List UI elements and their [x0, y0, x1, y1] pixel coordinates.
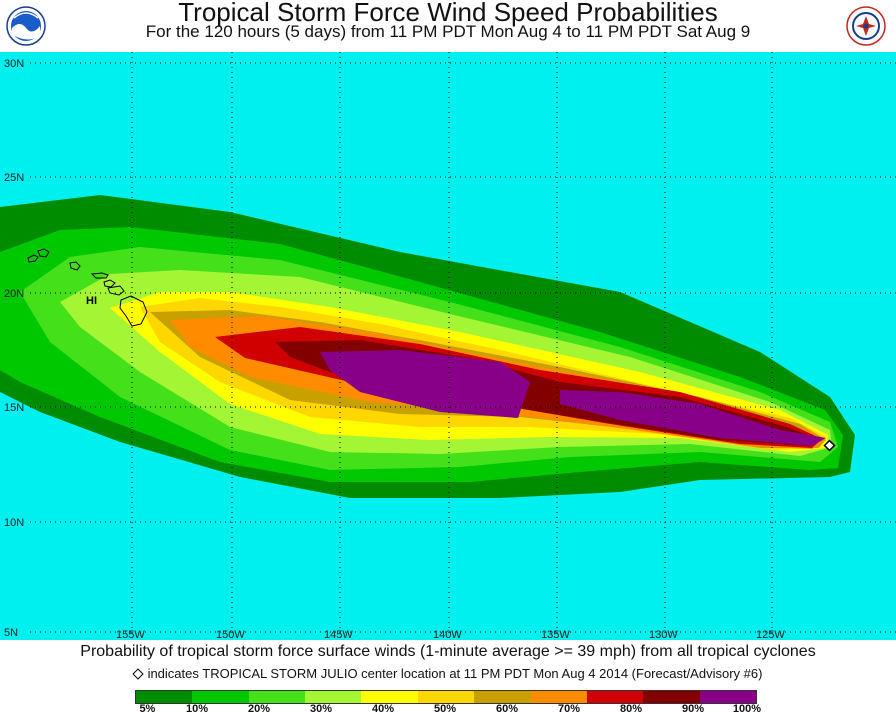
longitude-labels: 155W 150W 145W 140W 135W 130W 125W [116, 629, 785, 640]
legend-label: 10% [185, 703, 209, 715]
lat-lon-grid [30, 52, 896, 640]
page-subtitle: For the 120 hours (5 days) from 11 PM PD… [145, 22, 751, 41]
storm-marker-note: indicates TROPICAL STORM JULIO center lo… [0, 666, 896, 682]
longitude-label: 130W [649, 629, 678, 640]
noaa-logo-icon [6, 6, 46, 46]
latitude-label: 10N [4, 517, 24, 529]
longitude-label: 145W [324, 629, 353, 640]
hawaiian-islands [27, 248, 148, 327]
longitude-label: 140W [433, 629, 462, 640]
legend-swatch [417, 691, 475, 703]
legend-swatch [361, 691, 418, 703]
longitude-label: 125W [756, 629, 785, 640]
legend-swatch [474, 691, 531, 703]
contour-100pct-part-2 [560, 390, 826, 446]
legend-swatch [192, 691, 249, 703]
latitude-label: 15N [4, 402, 24, 414]
latitude-label: 20N [4, 288, 24, 300]
legend-swatch [643, 691, 700, 703]
diamond-icon [131, 667, 144, 680]
legend-label: 20% [247, 703, 271, 715]
storm-marker-note-text: indicates TROPICAL STORM JULIO center lo… [147, 666, 763, 681]
legend-swatch [699, 691, 756, 703]
legend-label: 90% [681, 703, 705, 715]
legend-label: 30% [309, 703, 333, 715]
hawaii-label: HI [86, 295, 97, 307]
legend-label: 60% [495, 703, 519, 715]
legend-label: 70% [557, 703, 581, 715]
page-title: Tropical Storm Force Wind Speed Probabil… [178, 0, 718, 27]
probability-contours [0, 195, 855, 498]
latitude-label: 30N [4, 58, 24, 70]
legend-label: 40% [371, 703, 395, 715]
latitude-label: 5N [4, 627, 18, 639]
header: Tropical Storm Force Wind Speed Probabil… [0, 0, 896, 52]
legend-label: 5% [139, 703, 156, 715]
longitude-label: 155W [116, 629, 145, 640]
latitude-label: 25N [4, 172, 24, 184]
legend-swatch [586, 691, 644, 703]
longitude-label: 150W [216, 629, 245, 640]
legend-label: 50% [433, 703, 457, 715]
legend-swatch [530, 691, 587, 703]
legend-swatch [248, 691, 306, 703]
storm-center-diamond-icon [823, 439, 836, 452]
latitude-labels: 30N 25N 20N 15N 10N 5N [4, 58, 24, 639]
contour-100pct [320, 350, 530, 418]
legend-label: 100% [732, 703, 762, 715]
legend-swatch [136, 691, 193, 703]
legend-swatch [305, 691, 362, 703]
longitude-label: 135W [541, 629, 570, 640]
national-weather-service-logo-icon [846, 6, 886, 46]
probability-legend [135, 690, 757, 704]
probability-map: HI 30N 25N 20N 15N 10N 5N 155W 150W 145W 140W 135… [0, 52, 896, 640]
legend-label: 80% [619, 703, 643, 715]
map-caption: Probability of tropical storm force surf… [80, 643, 816, 660]
